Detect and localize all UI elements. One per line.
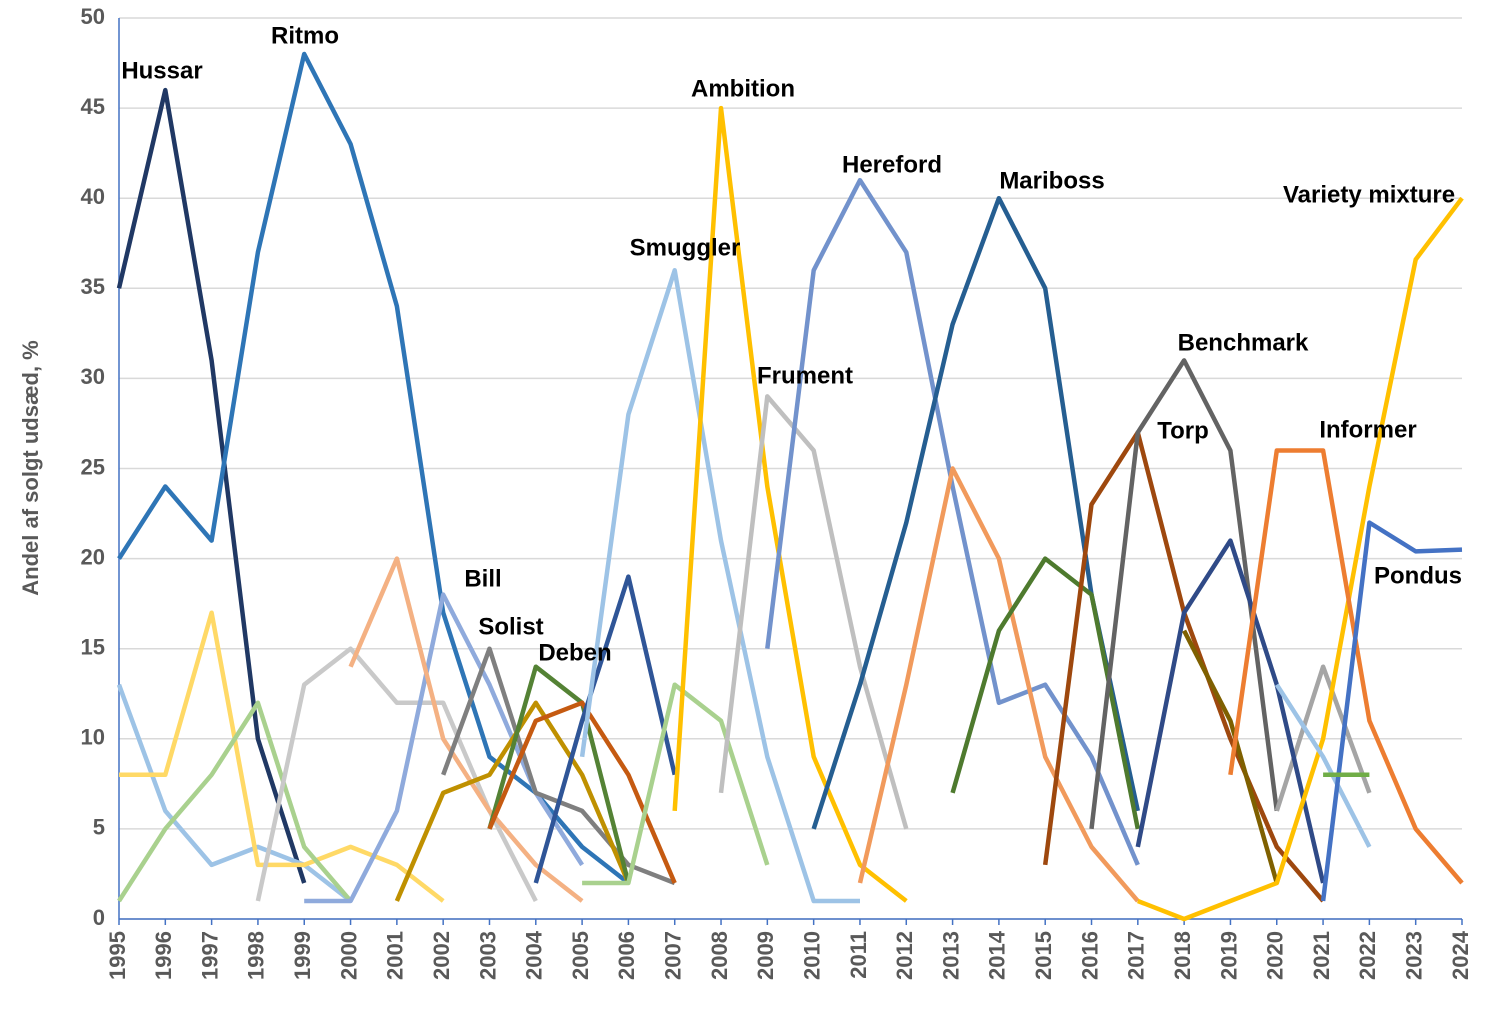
- y-axis-title: Andel af solgt udsæd, %: [18, 340, 43, 595]
- x-tick-label: 2005: [568, 931, 593, 980]
- series-line: [718, 394, 909, 830]
- x-tick-label: 2018: [1170, 931, 1195, 980]
- series-line: [1136, 196, 1464, 922]
- series-line: [1042, 430, 1325, 903]
- series-label: Bill: [464, 565, 501, 592]
- series-line: [765, 177, 1140, 866]
- series-label: Informer: [1319, 416, 1416, 443]
- series-label: Torp: [1157, 417, 1209, 444]
- series-label: Frument: [757, 362, 853, 389]
- x-tick-label: 2019: [1216, 931, 1241, 980]
- series-line: [1274, 664, 1372, 812]
- series-label: Hussar: [121, 57, 202, 84]
- x-tick-label: 2024: [1448, 930, 1473, 980]
- x-tick-label: 2010: [799, 931, 824, 980]
- y-tick-label: 10: [81, 725, 105, 750]
- series-line: [857, 466, 1140, 903]
- series-line: [119, 610, 445, 903]
- series-line: [672, 105, 908, 903]
- y-tick-label: 15: [81, 635, 105, 660]
- x-tick-label: 2002: [429, 931, 454, 980]
- series-label: Benchmark: [1178, 329, 1309, 356]
- series-line: [579, 268, 860, 904]
- y-tick-label: 5: [93, 815, 105, 840]
- series-line: [1274, 683, 1372, 848]
- series-line: [116, 683, 352, 903]
- y-tick-label: 30: [81, 364, 105, 389]
- y-tick-label: 35: [81, 274, 105, 299]
- x-tick-label: 2012: [892, 931, 917, 980]
- series-line: [811, 195, 1141, 830]
- x-tick-label: 2003: [475, 931, 500, 980]
- y-tick-label: 25: [81, 454, 105, 479]
- series-line: [1182, 629, 1279, 884]
- x-tick-label: 2001: [383, 931, 408, 980]
- series-line: [348, 556, 584, 903]
- series-label: Solist: [478, 613, 543, 640]
- x-tick-label: 2023: [1402, 931, 1427, 980]
- series-label: Hereford: [842, 151, 942, 178]
- x-tick-label: 2006: [614, 931, 639, 980]
- x-tick-label: 2004: [522, 930, 547, 980]
- series-line: [116, 87, 307, 884]
- x-tick-label: 1998: [244, 931, 269, 980]
- y-tick-label: 45: [81, 94, 105, 119]
- series-line: [533, 574, 677, 884]
- x-tick-label: 2013: [938, 931, 963, 980]
- x-tick-label: 2022: [1355, 931, 1380, 980]
- series-label: Mariboss: [999, 167, 1104, 194]
- series-label: Ritmo: [271, 22, 339, 49]
- series-line: [950, 556, 1141, 830]
- series-line: [1228, 448, 1464, 885]
- x-tick-label: 2011: [846, 931, 871, 979]
- y-tick-label: 0: [93, 905, 105, 930]
- x-tick-label: 1997: [197, 931, 222, 980]
- series-line: [582, 682, 770, 886]
- series-line: [1320, 520, 1463, 902]
- series-line: [487, 664, 631, 884]
- x-tick-label: 1995: [105, 931, 130, 980]
- series-label: Deben: [538, 639, 611, 666]
- series-line: [394, 700, 631, 902]
- series-label: Ambition: [691, 75, 795, 102]
- x-tick-label: 2014: [985, 930, 1010, 980]
- series-label: Variety mixture: [1283, 181, 1455, 208]
- x-tick-label: 2009: [753, 931, 778, 980]
- x-tick-label: 2020: [1263, 931, 1288, 980]
- series-line: [1135, 538, 1326, 884]
- series-line: [1089, 358, 1280, 830]
- y-tick-label: 40: [81, 184, 105, 209]
- y-tick-label: 20: [81, 544, 105, 569]
- x-tick-label: 2007: [661, 931, 686, 980]
- x-tick-label: 1996: [151, 931, 176, 980]
- y-tick-label: 50: [81, 4, 105, 29]
- series-label: Smuggler: [630, 234, 741, 261]
- x-tick-label: 2015: [1031, 931, 1056, 980]
- series-line: [117, 700, 353, 903]
- x-tick-label: 2000: [336, 931, 361, 980]
- x-tick-label: 2021: [1309, 931, 1334, 980]
- x-tick-label: 2016: [1077, 931, 1102, 980]
- x-tick-label: 2008: [707, 931, 732, 980]
- x-tick-label: 2017: [1124, 931, 1149, 980]
- x-tick-label: 1999: [290, 931, 315, 980]
- series-label: Pondus: [1374, 562, 1462, 589]
